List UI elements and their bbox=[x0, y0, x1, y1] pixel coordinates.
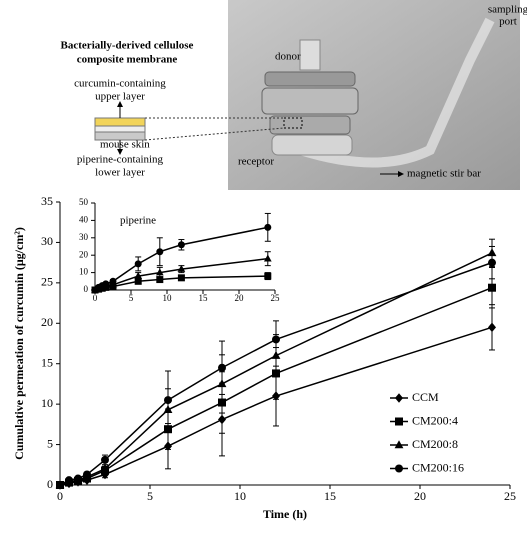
label: port bbox=[499, 16, 517, 28]
marker bbox=[177, 264, 186, 272]
marker bbox=[218, 363, 226, 372]
x-tick-label: 0 bbox=[93, 293, 98, 303]
x-tick-label: 20 bbox=[414, 489, 426, 503]
marker bbox=[102, 280, 110, 288]
x-axis-label: Time (h) bbox=[263, 507, 307, 521]
marker bbox=[488, 258, 496, 267]
marker bbox=[65, 476, 73, 485]
y-tick-label: 0 bbox=[84, 284, 89, 294]
label: curcumin-containing bbox=[74, 78, 166, 90]
legend-label: CM200:4 bbox=[412, 413, 458, 427]
label: sampling bbox=[488, 4, 527, 16]
marker bbox=[101, 455, 109, 464]
x-tick-label: 10 bbox=[163, 293, 173, 303]
marker bbox=[177, 274, 185, 282]
label: Bacterially-derived cellulose bbox=[61, 40, 194, 52]
y-tick-label: 30 bbox=[41, 234, 53, 248]
y-tick-label: 0 bbox=[47, 477, 53, 491]
legend-label: CCM bbox=[412, 390, 439, 404]
y-axis-label: Cumulative permeation of curcumin (μg/cm… bbox=[12, 227, 26, 460]
marker bbox=[134, 277, 142, 285]
y-tick-label: 15 bbox=[41, 355, 53, 369]
marker bbox=[134, 271, 143, 279]
marker bbox=[488, 322, 496, 333]
y-tick-label: 35 bbox=[41, 194, 53, 208]
y-tick-label: 20 bbox=[41, 315, 53, 329]
legend-label: CM200:8 bbox=[412, 437, 458, 451]
y-tick-label: 50 bbox=[79, 197, 89, 207]
marker bbox=[156, 248, 164, 256]
marker bbox=[100, 464, 110, 473]
x-tick-label: 5 bbox=[129, 293, 134, 303]
marker bbox=[488, 283, 496, 292]
marker bbox=[109, 277, 117, 285]
marker bbox=[395, 417, 403, 426]
label: receptor bbox=[238, 156, 274, 168]
photo bbox=[228, 0, 520, 190]
membrane-diagram bbox=[94, 101, 404, 177]
label: upper layer bbox=[95, 91, 145, 103]
inset-title: piperine bbox=[120, 215, 156, 227]
marker bbox=[394, 440, 404, 449]
marker bbox=[164, 396, 172, 405]
y-tick-label: 5 bbox=[47, 436, 53, 450]
x-tick-label: 15 bbox=[324, 489, 336, 503]
marker bbox=[272, 335, 280, 344]
y-tick-label: 10 bbox=[79, 267, 89, 277]
legend-label: CM200:16 bbox=[412, 460, 464, 474]
y-tick-label: 10 bbox=[41, 396, 53, 410]
y-tick-label: 20 bbox=[79, 249, 89, 259]
x-tick-label: 25 bbox=[504, 489, 516, 503]
marker bbox=[395, 393, 403, 403]
x-tick-label: 5 bbox=[147, 489, 153, 503]
marker bbox=[74, 474, 82, 483]
marker bbox=[156, 276, 164, 284]
marker bbox=[177, 241, 185, 249]
x-tick-label: 10 bbox=[234, 489, 246, 503]
marker bbox=[264, 223, 272, 231]
y-tick-label: 30 bbox=[79, 232, 89, 242]
x-tick-label: 0 bbox=[57, 489, 63, 503]
y-tick-label: 25 bbox=[41, 275, 53, 289]
label: composite membrane bbox=[77, 54, 178, 66]
x-tick-label: 15 bbox=[199, 293, 209, 303]
marker bbox=[56, 481, 64, 489]
marker bbox=[83, 470, 91, 479]
label: mouse skin bbox=[100, 139, 150, 151]
y-tick-label: 40 bbox=[79, 214, 89, 224]
marker bbox=[134, 260, 142, 268]
label: donor bbox=[275, 51, 301, 63]
label: magnetic stir bar bbox=[407, 168, 481, 180]
marker bbox=[263, 254, 272, 262]
marker bbox=[264, 272, 272, 280]
marker bbox=[395, 464, 403, 473]
label: lower layer bbox=[95, 167, 145, 179]
label: piperine-containing bbox=[77, 154, 164, 166]
x-tick-label: 25 bbox=[271, 293, 281, 303]
marker bbox=[155, 268, 164, 276]
x-tick-label: 20 bbox=[235, 293, 245, 303]
